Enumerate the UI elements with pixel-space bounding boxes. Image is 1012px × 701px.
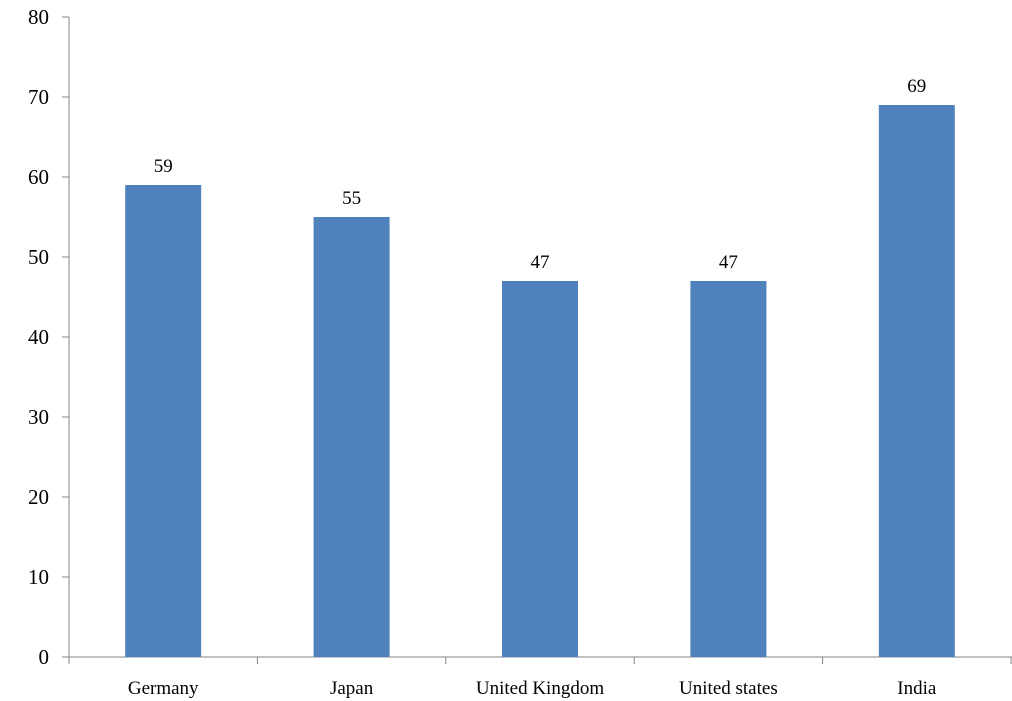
bar-united-kingdom (502, 281, 578, 657)
bar-germany (125, 185, 202, 657)
category-labels: Germany Japan United Kingdom United states I… (128, 678, 937, 699)
category-label: United states (679, 678, 778, 699)
y-tick-label: 20 (28, 485, 49, 509)
y-tick-label: 0 (39, 645, 50, 669)
data-label: 59 (154, 156, 173, 177)
y-tick-label: 10 (28, 565, 49, 589)
y-axis: 0 10 20 30 40 50 60 70 80 (28, 5, 70, 669)
y-tick-label: 30 (28, 405, 49, 429)
y-tick-label: 50 (28, 245, 49, 269)
category-label: Japan (330, 678, 374, 699)
bars (125, 105, 955, 657)
data-label: 69 (907, 76, 926, 97)
category-label: Germany (128, 678, 199, 699)
category-label: United Kingdom (476, 678, 604, 699)
y-tick-label: 80 (28, 5, 49, 29)
x-axis (68, 656, 1012, 664)
category-label: India (897, 678, 937, 699)
data-label: 47 (531, 252, 550, 273)
data-label: 47 (719, 252, 738, 273)
y-tick-label: 70 (28, 85, 49, 109)
data-labels: 59 55 47 47 69 (154, 76, 927, 273)
bar-japan (313, 217, 390, 657)
data-label: 55 (342, 188, 361, 209)
y-tick-label: 60 (28, 165, 49, 189)
bar-united-states (690, 281, 767, 657)
bar-india (878, 105, 955, 657)
y-tick-label: 40 (28, 325, 49, 349)
